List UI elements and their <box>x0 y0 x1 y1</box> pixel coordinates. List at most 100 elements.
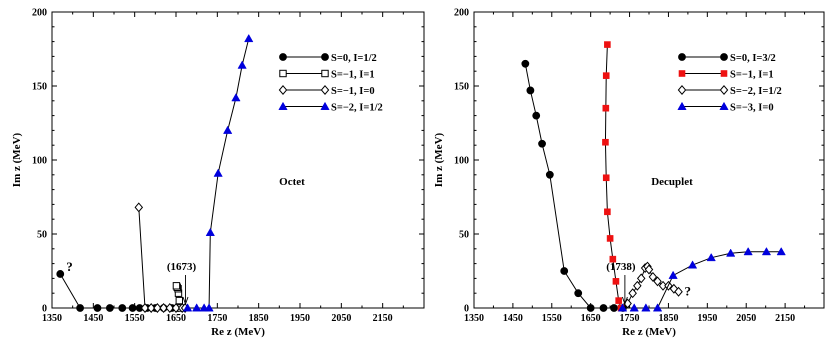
y-tick-label: 150 <box>454 82 469 93</box>
data-point <box>146 303 156 313</box>
legend-marker <box>279 53 287 61</box>
x-tick-label: 1950 <box>697 313 717 324</box>
data-point <box>612 278 620 285</box>
data-point <box>93 304 102 312</box>
legend-marker <box>677 85 687 95</box>
data-point <box>205 227 215 236</box>
x-tick-label: 1750 <box>620 313 640 324</box>
y-tick-label: 100 <box>32 156 47 167</box>
annotation-arrow: (1673) <box>167 261 197 306</box>
data-point <box>192 303 202 312</box>
legend-entry: S=−1, I=1 <box>331 69 375 80</box>
data-point <box>204 303 214 312</box>
series-line <box>622 251 782 309</box>
x-axis-label: Re z (MeV) <box>211 326 265 338</box>
data-point <box>668 270 678 279</box>
data-point <box>76 304 85 312</box>
data-point <box>609 255 617 263</box>
chart-panel-2: 1350 1450 1550 1650 1750 1850 1950 2050 2150 0 50 1… <box>433 8 825 338</box>
legend-marker <box>321 53 329 61</box>
series-4 <box>182 33 254 312</box>
y-tick-label: 150 <box>32 82 47 93</box>
data-point <box>636 273 646 284</box>
x-tick-label: 1350 <box>42 313 62 324</box>
data-point <box>172 282 181 290</box>
legend-entry: S=−2, I=1/2 <box>331 102 383 113</box>
data-point <box>118 304 127 312</box>
legend: S=0, I=3/2 S=−1, I=1 S=−2, I=1/2 S=−3, I=0 <box>677 53 782 113</box>
data-point <box>140 303 150 313</box>
data-point <box>648 271 658 282</box>
x-tick-label: 1850 <box>249 313 269 324</box>
data-point <box>743 247 753 256</box>
y-tick-label: 200 <box>454 8 469 19</box>
x-axis-label: Re z (MeV) <box>622 326 676 338</box>
x-tick-label: 2150 <box>373 313 393 324</box>
data-point <box>532 111 541 120</box>
data-point <box>653 276 662 287</box>
series-3 <box>623 261 683 309</box>
x-tick-label: 1450 <box>503 313 523 324</box>
data-point <box>574 289 583 298</box>
data-point <box>599 304 608 312</box>
chart-panel-1: 1350 1450 1550 1650 1750 1850 1950 2050 2150 0 50 1… <box>11 8 425 338</box>
legend-marker <box>278 85 288 95</box>
data-point <box>644 264 654 275</box>
data-point <box>602 72 610 79</box>
legend-entry: S=−3, I=0 <box>730 102 774 113</box>
legend-marker <box>678 53 686 61</box>
data-point <box>602 174 610 182</box>
legend-entry: S=−2, I=1/2 <box>730 86 782 97</box>
x-tick-label: 1450 <box>83 313 103 324</box>
series-4 <box>617 247 786 312</box>
series-line <box>187 38 250 309</box>
data-point <box>726 248 736 257</box>
legend-marker <box>278 101 288 110</box>
data-point <box>652 303 663 312</box>
data-point <box>629 303 639 312</box>
x-tick-label: 2050 <box>331 313 351 324</box>
data-point <box>128 304 137 312</box>
legend-marker <box>321 69 329 78</box>
x-tick-label: 1550 <box>125 313 145 324</box>
x-tick-label: 1550 <box>542 313 562 324</box>
data-point <box>641 303 651 312</box>
data-point <box>538 139 546 148</box>
y-tick-label: 50 <box>37 230 47 241</box>
y-axis-label: Im z (MeV) <box>11 132 23 187</box>
data-point <box>604 41 611 48</box>
annotation-label: (1673) <box>167 261 197 273</box>
y-tick-label: 200 <box>32 8 47 19</box>
data-point <box>761 247 772 256</box>
data-point <box>521 59 530 68</box>
data-point <box>231 93 241 102</box>
data-point <box>223 125 233 134</box>
x-tick-label: 1650 <box>166 313 186 324</box>
data-point <box>602 104 610 112</box>
annotation-arrow-head <box>621 296 628 306</box>
data-point <box>171 303 181 313</box>
data-point <box>213 168 223 177</box>
series-1 <box>56 270 187 312</box>
data-point <box>610 304 618 312</box>
x-tick-label: 2050 <box>736 313 756 324</box>
data-point <box>674 286 683 297</box>
legend-marker <box>719 85 729 95</box>
data-point <box>560 267 569 275</box>
data-point <box>776 247 786 256</box>
data-point <box>687 260 698 269</box>
data-point <box>182 303 193 312</box>
data-point <box>159 303 168 313</box>
y-tick-label: 0 <box>42 304 47 315</box>
data-point <box>244 33 254 43</box>
annotation-label: (1738) <box>606 261 636 273</box>
data-point <box>628 288 637 299</box>
annotation-question-mark: ? <box>66 259 73 274</box>
data-point <box>175 296 184 305</box>
data-point <box>706 252 716 262</box>
legend-marker <box>720 70 728 77</box>
data-point <box>604 208 611 216</box>
x-tick-label: 1950 <box>290 313 310 324</box>
data-point <box>545 170 554 179</box>
data-point <box>237 60 247 69</box>
